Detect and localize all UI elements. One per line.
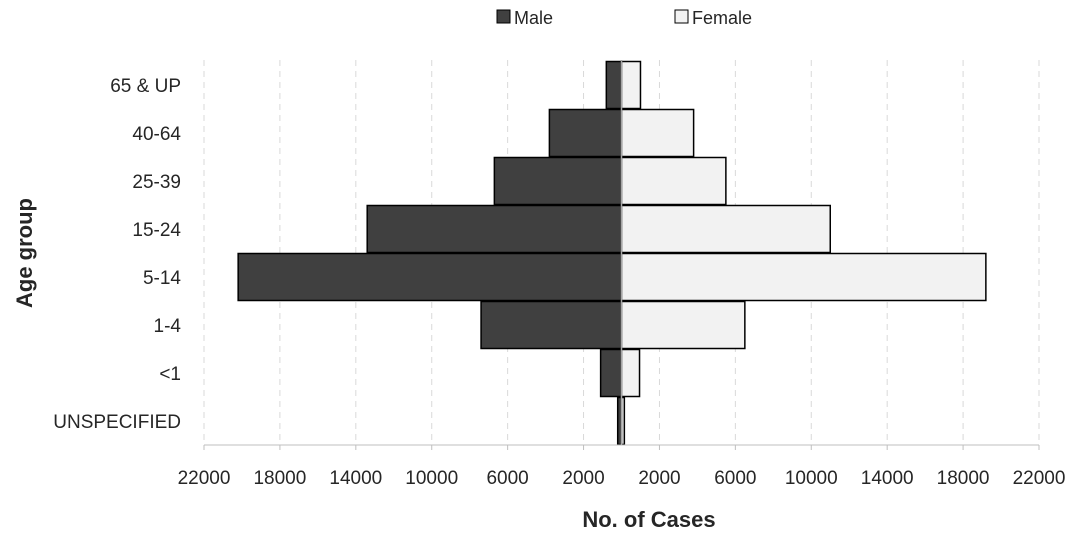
x-tick-label: 6000 bbox=[486, 468, 528, 489]
x-tick-label: 18000 bbox=[253, 468, 306, 489]
x-tick-label: 22000 bbox=[1013, 468, 1066, 489]
x-tick-label: 18000 bbox=[937, 468, 990, 489]
bar-male-3 bbox=[366, 204, 623, 254]
x-tick-label: 10000 bbox=[405, 468, 458, 489]
x-tick-label: 14000 bbox=[861, 468, 914, 489]
x-axis-title: No. of Cases bbox=[582, 507, 715, 532]
bar-male-4 bbox=[237, 252, 623, 302]
x-tick-label: 14000 bbox=[329, 468, 382, 489]
y-category-label: 65 & UP bbox=[110, 76, 181, 97]
bar-female-4 bbox=[620, 252, 987, 302]
legend-label-female: Female bbox=[692, 8, 752, 28]
bar-male-5 bbox=[480, 300, 623, 350]
y-category-label: 25-39 bbox=[132, 172, 181, 193]
y-category-label: <1 bbox=[159, 364, 181, 385]
y-category-label: 1-4 bbox=[154, 316, 182, 337]
bar-female-2 bbox=[620, 156, 727, 206]
bar-female-3 bbox=[620, 204, 831, 254]
y-category-labels: 65 & UP 40-64 25-39 15-24 5-14 1-4 <1 UNSPECIFI… bbox=[53, 76, 181, 433]
bar-female-0 bbox=[620, 60, 642, 110]
x-tick-labels: 22000 18000 14000 10000 6000 2000 2000 6000 1000… bbox=[178, 445, 1066, 489]
legend-label-male: Male bbox=[514, 8, 553, 28]
bar-male-1 bbox=[548, 108, 623, 158]
bar-male-6 bbox=[599, 348, 623, 398]
y-category-label: UNSPECIFIED bbox=[53, 412, 181, 433]
x-tick-label: 2000 bbox=[638, 468, 680, 489]
bar-male-0 bbox=[605, 60, 623, 110]
y-category-label: 15-24 bbox=[132, 220, 181, 241]
legend-swatch-female bbox=[674, 9, 689, 24]
x-tick-label: 6000 bbox=[714, 468, 756, 489]
bar-female-6 bbox=[620, 348, 641, 398]
x-tick-label: 10000 bbox=[785, 468, 838, 489]
x-tick-label: 2000 bbox=[562, 468, 604, 489]
y-axis-title: Age group bbox=[12, 198, 37, 308]
bar-male-2 bbox=[493, 156, 623, 206]
legend-swatch-male bbox=[496, 9, 511, 24]
bar-female-1 bbox=[620, 108, 695, 158]
bars bbox=[237, 60, 987, 446]
y-category-label: 5-14 bbox=[143, 268, 181, 289]
x-tick-label: 22000 bbox=[178, 468, 231, 489]
bar-female-5 bbox=[620, 300, 746, 350]
legend: Male Female bbox=[496, 8, 752, 28]
y-category-label: 40-64 bbox=[132, 124, 181, 145]
